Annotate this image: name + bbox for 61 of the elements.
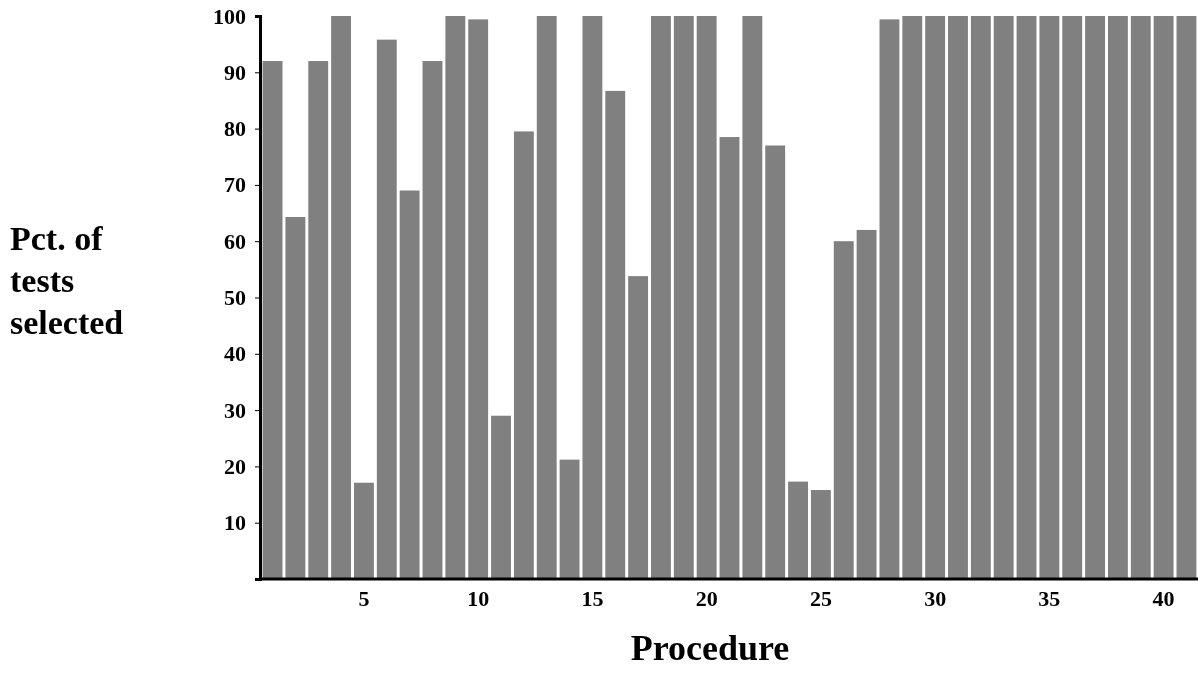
bar xyxy=(1016,16,1037,579)
bar xyxy=(376,39,397,579)
x-tick-label: 10 xyxy=(467,586,490,612)
y-tick-label: 20 xyxy=(224,453,246,479)
bar xyxy=(1176,16,1197,579)
x-tick-label: 15 xyxy=(581,586,604,612)
bar xyxy=(605,90,626,579)
bar xyxy=(948,16,968,579)
x-tick-label: 40 xyxy=(1152,586,1175,612)
x-tick-label: 35 xyxy=(1038,586,1061,612)
bar xyxy=(902,16,923,579)
x-axis-title: Procedure xyxy=(630,628,790,668)
y-tick-label: 80 xyxy=(224,116,246,142)
bar xyxy=(399,190,420,579)
bar xyxy=(582,16,603,579)
y-tick-label: 10 xyxy=(224,510,246,536)
bar xyxy=(833,241,854,579)
bar xyxy=(445,16,466,579)
bar xyxy=(742,16,763,579)
bar xyxy=(651,16,671,579)
bar xyxy=(1153,16,1174,579)
bar xyxy=(513,131,534,579)
bar xyxy=(353,482,374,579)
bar xyxy=(1130,16,1151,579)
bar xyxy=(879,19,900,579)
y-tick-label: 30 xyxy=(224,397,246,423)
bar xyxy=(856,229,877,579)
y-tick-label: 100 xyxy=(213,3,246,29)
bar xyxy=(925,16,946,579)
bar xyxy=(673,16,694,579)
bar xyxy=(696,16,717,579)
bar xyxy=(468,19,489,579)
bar xyxy=(1107,16,1128,579)
bar xyxy=(970,16,991,579)
bar xyxy=(331,16,352,579)
bar xyxy=(628,276,649,579)
x-tick-label: 5 xyxy=(358,586,370,612)
bar xyxy=(308,61,329,579)
y-tick-label: 70 xyxy=(224,172,246,198)
bar xyxy=(1062,16,1083,579)
bar xyxy=(262,61,283,579)
x-tick-label: 25 xyxy=(809,586,832,612)
y-tick-label: 40 xyxy=(224,341,246,367)
bar xyxy=(1085,16,1106,579)
bar xyxy=(285,216,306,579)
bar xyxy=(491,415,511,579)
bar xyxy=(422,61,443,579)
bar xyxy=(788,481,808,579)
y-axis-title: Pct. of tests selected xyxy=(10,220,124,341)
y-tick-label: 50 xyxy=(224,285,246,311)
bar xyxy=(810,490,831,579)
x-tick-label: 20 xyxy=(695,586,718,612)
y-tick-label: 60 xyxy=(224,228,246,254)
bar xyxy=(536,16,557,579)
bar xyxy=(765,145,786,579)
y-tick-label: 90 xyxy=(224,59,246,85)
bar xyxy=(993,16,1014,579)
bar xyxy=(1039,16,1060,579)
x-tick-label: 30 xyxy=(924,586,947,612)
bar xyxy=(719,137,740,579)
bar xyxy=(559,459,580,579)
